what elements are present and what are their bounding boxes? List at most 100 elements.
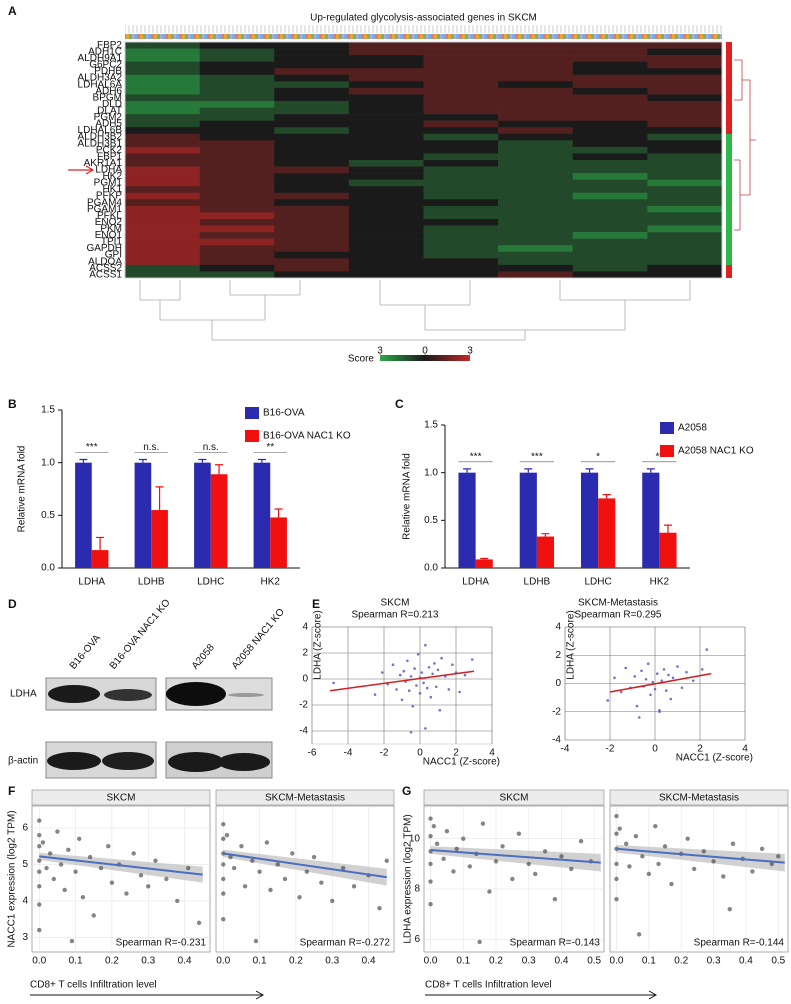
- data-point: [637, 716, 641, 719]
- heatmap-cell: [348, 120, 424, 128]
- data-point: [727, 907, 732, 912]
- bar: [91, 550, 109, 568]
- data-point: [231, 865, 237, 871]
- heatmap-cell: [348, 258, 424, 266]
- heatmap-cell: [572, 160, 648, 167]
- heatmap-cell: [348, 87, 424, 95]
- heatmap-cell: [647, 245, 723, 253]
- heatmap-cell: [423, 153, 499, 161]
- data-point: [614, 861, 619, 867]
- heatmap-cell: [274, 271, 350, 279]
- heatmap-cell: [423, 173, 499, 180]
- heatmap-cell: [423, 127, 499, 135]
- data-point: [416, 653, 420, 656]
- heatmap-cell: [498, 107, 574, 115]
- data-point: [487, 889, 492, 894]
- data-point: [428, 861, 433, 867]
- heatmap-cell: [498, 48, 574, 56]
- data-point: [257, 869, 262, 874]
- data-point: [691, 866, 697, 872]
- data-point: [239, 843, 244, 849]
- heatmap-cell: [348, 173, 424, 180]
- blot-band: [228, 693, 264, 697]
- row-label: BPGM: [93, 92, 122, 103]
- data-point: [614, 876, 619, 882]
- error-bar: [79, 458, 88, 463]
- heatmap-cell: [498, 101, 574, 108]
- facet-title: SKCM-Metastasis: [265, 793, 345, 804]
- heatmap-cell: [199, 94, 275, 102]
- blot-band: [47, 752, 101, 770]
- heatmap-cell: [498, 258, 574, 266]
- heatmap-cell: [199, 245, 275, 253]
- x-tick-label: LDHB: [138, 577, 165, 588]
- lane-label: B16-OVA: [68, 633, 103, 672]
- heatmap-cell: [498, 173, 574, 180]
- heatmap-cell: [423, 61, 499, 69]
- legend-swatch: [660, 445, 674, 457]
- bar: [134, 462, 152, 568]
- data-point: [477, 939, 482, 945]
- heatmap-cell: [647, 173, 723, 180]
- row-label: ACSS1: [89, 269, 122, 280]
- data-point: [447, 688, 451, 691]
- row-label: ALDH9A1: [78, 53, 123, 64]
- heatmap-cell: [348, 114, 424, 121]
- x-tick-label: LDHA: [462, 577, 489, 588]
- data-point: [380, 671, 384, 674]
- heatmap-cell: [274, 140, 350, 148]
- heatmap-cell: [647, 61, 723, 69]
- heatmap-cell: [572, 55, 648, 62]
- heatmap-cell: [498, 232, 574, 239]
- legend-tick-label: 3: [377, 346, 383, 357]
- fit-line: [329, 670, 475, 692]
- heatmap-cell: [199, 264, 275, 272]
- row-label: ALDH3A2: [78, 73, 123, 84]
- heatmap-cell: [647, 238, 723, 246]
- heatmap-cell: [647, 55, 723, 62]
- data-point: [705, 648, 709, 651]
- data-point: [424, 727, 427, 730]
- heatmap-cell: [125, 245, 200, 253]
- data-point: [37, 833, 42, 838]
- y-tick-label: 4: [302, 622, 308, 633]
- significance-label: **: [266, 442, 274, 453]
- row-label: FBP2: [97, 40, 122, 51]
- error-bar: [541, 533, 550, 537]
- y-tick-label: 0.0: [424, 563, 438, 574]
- heatmap-cell: [199, 74, 275, 82]
- legend-label: B16-OVA: [263, 408, 305, 419]
- heatmap-cell: [423, 133, 499, 141]
- data-point: [409, 731, 413, 734]
- heatmap-frame: [124, 41, 723, 279]
- row-label: β-actin: [8, 756, 38, 767]
- data-point: [669, 697, 673, 701]
- chart-title: SKCM: [381, 598, 410, 609]
- data-point: [146, 884, 151, 889]
- heatmap-cell: [125, 153, 200, 161]
- ldha-arrow: [68, 165, 95, 175]
- x-tick-label: 0.3: [325, 956, 339, 967]
- chart-annotation: Spearman R=-0.231: [116, 938, 207, 949]
- heatmap-cell: [348, 219, 424, 226]
- heatmap-cell: [423, 225, 499, 233]
- data-point: [69, 938, 75, 944]
- error-bar: [602, 493, 611, 499]
- heatmap-cell: [348, 179, 424, 187]
- heatmap-cell: [498, 251, 574, 259]
- legend-label: A2058 NAC1 KO: [678, 446, 754, 457]
- heatmap-cell: [274, 55, 350, 62]
- bar: [580, 472, 599, 568]
- heatmap-cell: [274, 205, 350, 213]
- row-label: LDHA: [95, 164, 122, 175]
- blot-band: [218, 753, 270, 771]
- data-point: [153, 858, 158, 863]
- error-bar: [480, 557, 489, 560]
- error-bar: [257, 458, 266, 463]
- heatmap-cell: [274, 87, 350, 95]
- heatmap-cell: [199, 179, 275, 187]
- data-point: [633, 834, 639, 839]
- data-point: [228, 854, 233, 860]
- heatmap-cell: [125, 114, 200, 121]
- heatmap-cell: [498, 205, 574, 213]
